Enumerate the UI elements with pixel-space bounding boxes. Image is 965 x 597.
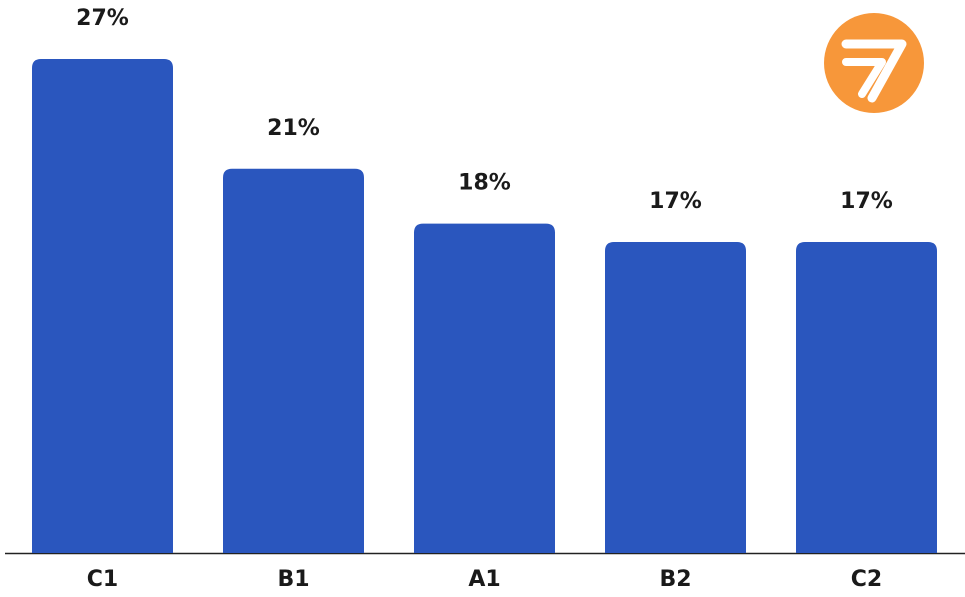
value-label: 21%	[267, 116, 320, 141]
x-tick-label: A1	[468, 567, 500, 592]
value-label: 17%	[649, 189, 702, 214]
bar	[32, 59, 173, 553]
value-label: 17%	[840, 189, 893, 214]
logo	[824, 13, 924, 113]
bar	[223, 168, 364, 553]
value-label: 18%	[458, 171, 511, 196]
logo-stroke	[842, 58, 886, 98]
x-tick-label: B1	[277, 567, 309, 592]
value-label: 27%	[76, 6, 129, 31]
x-tick-label: B2	[659, 567, 691, 592]
x-tick-label: C1	[87, 567, 118, 592]
x-tick-label: C2	[851, 567, 882, 592]
bar	[796, 241, 937, 554]
bar	[605, 241, 746, 554]
logo-stroke	[841, 39, 907, 103]
bar	[414, 223, 555, 553]
